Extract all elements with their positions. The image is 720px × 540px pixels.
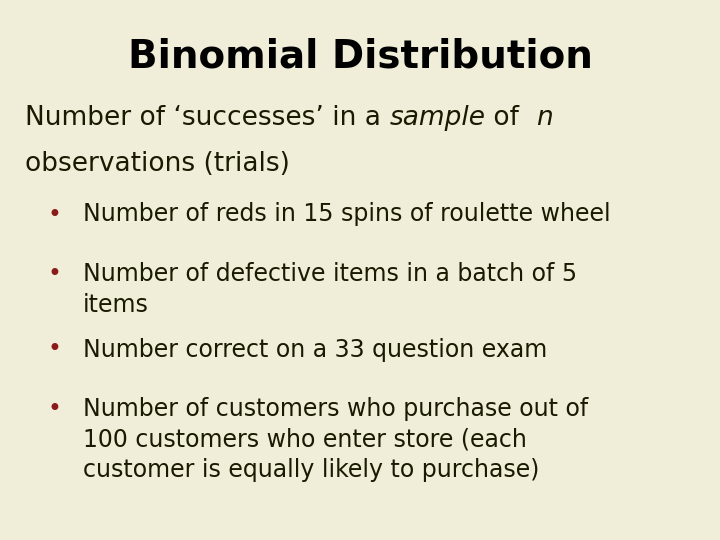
Text: sample: sample — [390, 105, 485, 131]
Text: Number of ‘successes’ in a: Number of ‘successes’ in a — [25, 105, 390, 131]
Text: observations (trials): observations (trials) — [25, 151, 290, 177]
Text: •: • — [47, 202, 61, 226]
Text: Binomial Distribution: Binomial Distribution — [127, 38, 593, 76]
Text: of: of — [485, 105, 536, 131]
Text: •: • — [47, 397, 61, 421]
Text: n: n — [536, 105, 553, 131]
Text: •: • — [47, 338, 61, 361]
Text: Number of customers who purchase out of
100 customers who enter store (each
cust: Number of customers who purchase out of … — [83, 397, 588, 482]
Text: Number correct on a 33 question exam: Number correct on a 33 question exam — [83, 338, 547, 361]
Text: Number of reds in 15 spins of roulette wheel: Number of reds in 15 spins of roulette w… — [83, 202, 611, 226]
Text: Number of defective items in a batch of 5
items: Number of defective items in a batch of … — [83, 262, 577, 316]
Text: •: • — [47, 262, 61, 286]
